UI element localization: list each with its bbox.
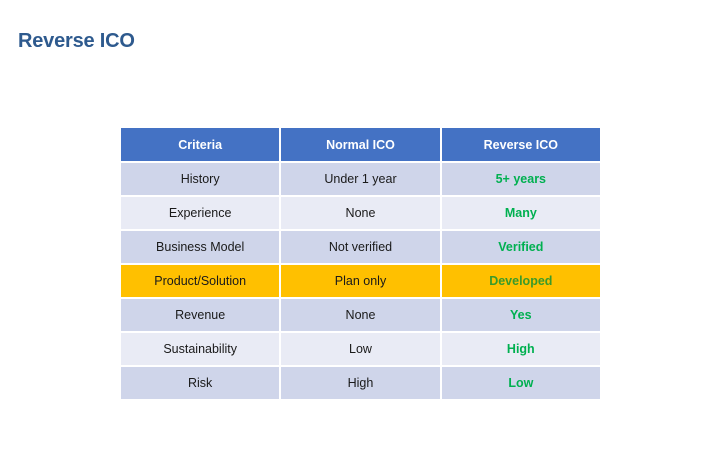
table-row: History Under 1 year 5+ years	[118, 161, 602, 197]
normal-ico-cell: None	[279, 195, 442, 231]
normal-ico-cell: Not verified	[279, 229, 442, 265]
reverse-ico-cell: High	[439, 331, 602, 367]
criteria-cell: History	[118, 161, 282, 197]
normal-ico-cell: High	[279, 365, 442, 401]
reverse-ico-cell: Low	[439, 365, 602, 401]
reverse-ico-cell: 5+ years	[439, 161, 602, 197]
table-row: Revenue None Yes	[118, 297, 602, 333]
table-row: Business Model Not verified Verified	[118, 229, 602, 265]
reverse-ico-cell: Verified	[439, 229, 602, 265]
criteria-cell: Business Model	[118, 229, 282, 265]
reverse-ico-cell: Many	[439, 195, 602, 231]
table-row: Sustainability Low High	[118, 331, 602, 367]
criteria-cell: Risk	[118, 365, 282, 401]
criteria-cell: Experience	[118, 195, 282, 231]
header-criteria: Criteria	[118, 126, 282, 163]
reverse-ico-cell: Yes	[439, 297, 602, 333]
slide-title: Reverse ICO	[18, 30, 135, 52]
normal-ico-cell: Plan only	[279, 263, 442, 299]
normal-ico-cell: Low	[279, 331, 442, 367]
table-row-highlighted: Product/Solution Plan only Developed	[118, 263, 602, 299]
criteria-cell: Revenue	[118, 297, 282, 333]
criteria-cell: Product/Solution	[118, 263, 282, 299]
header-reverse-ico: Reverse ICO	[439, 126, 602, 163]
criteria-cell: Sustainability	[118, 331, 282, 367]
normal-ico-cell: Under 1 year	[279, 161, 442, 197]
reverse-ico-cell: Developed	[439, 263, 602, 299]
normal-ico-cell: None	[279, 297, 442, 333]
header-normal-ico: Normal ICO	[279, 126, 442, 163]
table-row: Risk High Low	[118, 365, 602, 401]
table-row: Experience None Many	[118, 195, 602, 231]
table-header-row: Criteria Normal ICO Reverse ICO	[118, 126, 602, 163]
comparison-table: Criteria Normal ICO Reverse ICO History …	[118, 126, 602, 401]
